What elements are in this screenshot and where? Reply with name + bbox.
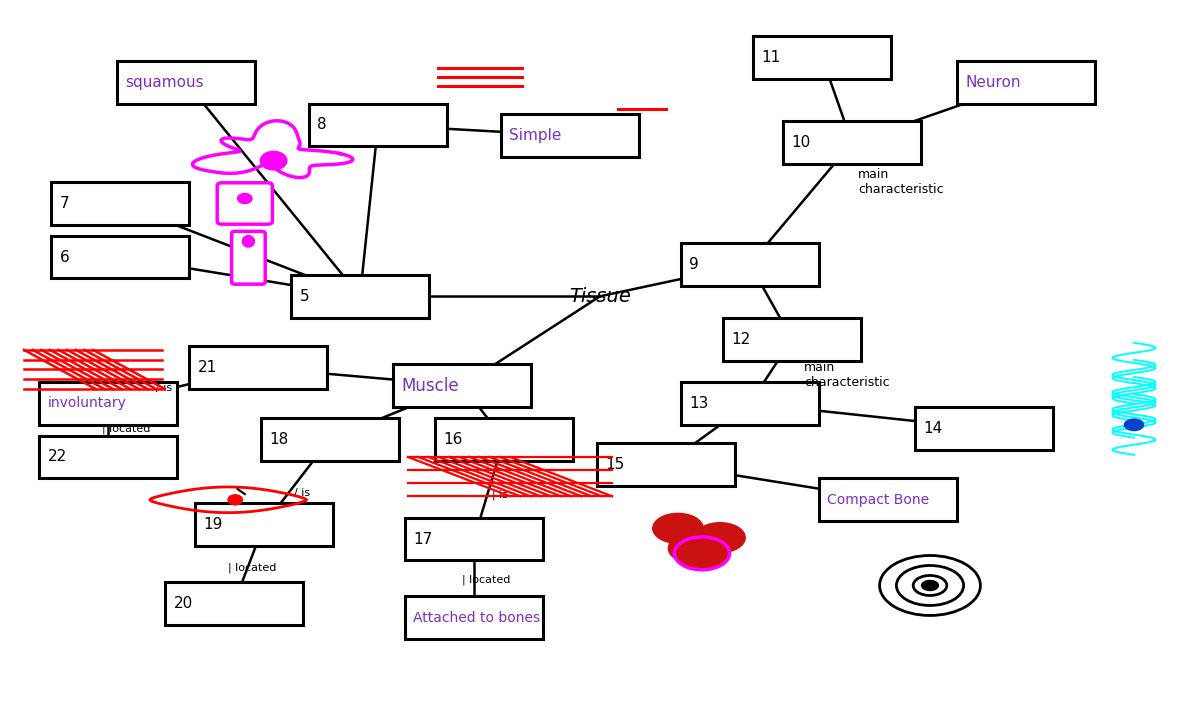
FancyBboxPatch shape — [682, 243, 818, 286]
FancyBboxPatch shape — [916, 407, 1054, 450]
FancyBboxPatch shape — [958, 61, 1096, 104]
Text: 14: 14 — [924, 421, 943, 436]
FancyBboxPatch shape — [38, 436, 178, 478]
Ellipse shape — [238, 193, 252, 203]
Text: 10: 10 — [792, 135, 811, 151]
FancyBboxPatch shape — [502, 114, 640, 157]
FancyBboxPatch shape — [682, 382, 818, 425]
Text: Simple: Simple — [509, 128, 562, 144]
Text: 17: 17 — [413, 531, 433, 547]
Circle shape — [922, 580, 938, 590]
Circle shape — [695, 523, 745, 553]
Ellipse shape — [260, 151, 287, 170]
Circle shape — [668, 533, 719, 563]
Text: / is: / is — [156, 383, 172, 393]
Text: Tissue: Tissue — [569, 287, 631, 306]
FancyBboxPatch shape — [436, 418, 574, 461]
Circle shape — [674, 537, 730, 570]
Circle shape — [896, 565, 964, 605]
Circle shape — [913, 575, 947, 595]
FancyBboxPatch shape — [38, 382, 178, 425]
FancyBboxPatch shape — [52, 236, 190, 278]
Text: Neuron: Neuron — [965, 74, 1021, 90]
Ellipse shape — [242, 236, 254, 247]
Text: 5: 5 — [300, 288, 310, 304]
Text: 22: 22 — [47, 449, 67, 465]
Text: 16: 16 — [444, 431, 463, 447]
Text: 13: 13 — [689, 396, 709, 411]
FancyBboxPatch shape — [722, 318, 862, 361]
FancyBboxPatch shape — [818, 478, 958, 521]
Text: 7: 7 — [60, 196, 70, 211]
Text: 6: 6 — [60, 249, 70, 265]
Text: | is: | is — [492, 490, 508, 500]
FancyBboxPatch shape — [310, 104, 446, 146]
FancyBboxPatch shape — [52, 182, 190, 225]
FancyBboxPatch shape — [406, 596, 542, 639]
Ellipse shape — [228, 495, 242, 505]
Text: | located: | located — [462, 575, 510, 585]
Text: / is: / is — [294, 488, 310, 498]
FancyBboxPatch shape — [754, 36, 892, 79]
Text: Compact Bone: Compact Bone — [828, 493, 930, 507]
Circle shape — [653, 513, 703, 543]
Text: 18: 18 — [270, 431, 289, 447]
Text: main
characteristic: main characteristic — [858, 168, 943, 196]
FancyBboxPatch shape — [406, 518, 542, 560]
FancyBboxPatch shape — [784, 121, 922, 164]
FancyBboxPatch shape — [598, 443, 734, 486]
Text: 9: 9 — [689, 256, 700, 272]
Text: 20: 20 — [174, 595, 193, 611]
Text: | located: | located — [228, 563, 276, 573]
FancyBboxPatch shape — [292, 275, 430, 318]
Text: involuntary: involuntary — [47, 396, 126, 411]
FancyBboxPatch shape — [394, 364, 530, 407]
Text: 12: 12 — [732, 331, 751, 347]
Text: 11: 11 — [762, 49, 781, 65]
FancyBboxPatch shape — [166, 582, 302, 625]
Circle shape — [1124, 419, 1144, 431]
Circle shape — [880, 555, 980, 615]
Text: squamous: squamous — [126, 74, 204, 90]
Text: 21: 21 — [197, 360, 217, 376]
FancyBboxPatch shape — [190, 346, 326, 389]
Text: 15: 15 — [606, 456, 625, 472]
FancyBboxPatch shape — [118, 61, 256, 104]
FancyBboxPatch shape — [262, 418, 398, 461]
FancyBboxPatch shape — [232, 231, 265, 284]
Text: main
characteristic: main characteristic — [804, 361, 889, 389]
Text: 19: 19 — [204, 517, 223, 533]
FancyBboxPatch shape — [217, 183, 272, 224]
FancyBboxPatch shape — [194, 503, 334, 546]
Text: | located: | located — [102, 423, 150, 433]
Text: Muscle: Muscle — [402, 376, 460, 395]
Text: Attached to bones: Attached to bones — [413, 610, 540, 625]
Text: 8: 8 — [318, 117, 328, 133]
